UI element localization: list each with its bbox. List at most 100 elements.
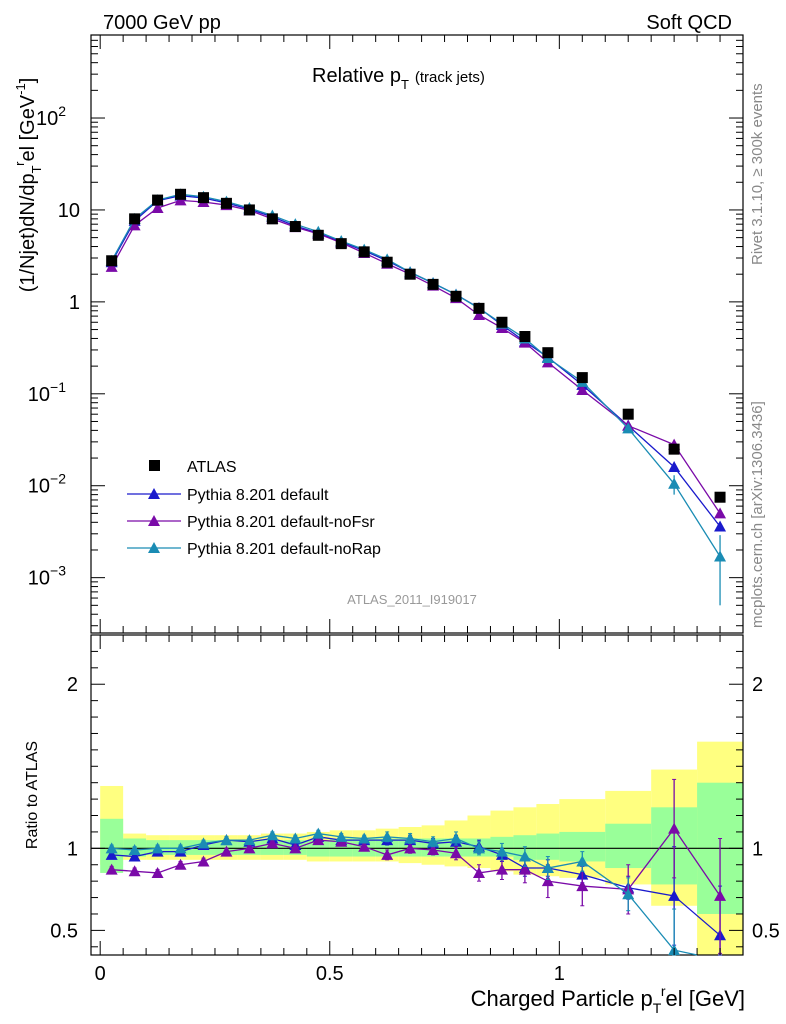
legend-marker-atlas	[149, 460, 160, 471]
ratio-point-noFsr	[714, 889, 727, 901]
point-atlas	[312, 229, 324, 241]
ratio-point-noRap	[541, 862, 554, 874]
main-y-axis-label: (1/Njet)dN/dpTrel [GeV-1]	[12, 78, 44, 293]
point-noFsr	[174, 194, 187, 206]
legend-label: Pythia 8.201 default-noFsr	[187, 514, 375, 531]
x-axis: 0 0.5 1	[95, 35, 744, 985]
point-atlas	[404, 268, 416, 280]
legend-marker-noRap	[148, 542, 160, 553]
ratio-y-tick-label-right: 0.5	[752, 920, 780, 942]
legend: ATLAS Pythia 8.201 default Pythia 8.201 de…	[127, 459, 381, 558]
ratio-point-noRap	[450, 832, 463, 844]
point-default	[714, 520, 727, 532]
ratio-point-noFsr	[427, 843, 440, 855]
ratio-y-tick-label-right: 2	[752, 674, 763, 696]
ratio-point-noFsr	[243, 842, 256, 854]
point-atlas	[473, 302, 485, 314]
band-green	[605, 823, 652, 869]
ratio-point-noRap	[404, 832, 417, 844]
ratio-point-noRap	[289, 832, 302, 844]
main-y-ticks: 10−3 10−2 10−1 1 10 102	[28, 34, 743, 627]
point-atlas	[576, 372, 588, 384]
ratio-point-noRap	[128, 843, 141, 855]
point-atlas	[519, 331, 531, 343]
ratio-point-noRap	[622, 888, 635, 900]
ratio-plot-panel: 0.5 0.5 1 1 2 2	[50, 634, 780, 956]
ratio-point-noFsr	[404, 842, 417, 854]
legend-marker-default	[148, 488, 160, 499]
point-noFsr	[128, 219, 141, 231]
analysis-id: ATLAS_2011_I919017	[347, 592, 477, 607]
ratio-point-noFsr	[151, 866, 164, 878]
y-tick-label: 10−3	[28, 563, 66, 590]
ratio-line-noFsr	[111, 827, 721, 897]
ratio-point-noFsr	[518, 863, 531, 875]
ratio-point-noFsr	[266, 837, 279, 849]
point-atlas	[197, 192, 209, 204]
ratio-point-noFsr	[289, 842, 302, 854]
point-noRap	[622, 422, 635, 434]
ratio-point-noRap	[358, 832, 371, 844]
main-plot-frame	[90, 34, 744, 634]
band-green	[375, 838, 399, 857]
header-right: Soft QCD	[646, 12, 732, 34]
main-plot-panel: 10−3 10−2 10−1 1 10 102 Relative pT (track jet…	[28, 34, 744, 634]
x-tick-label: 0.5	[316, 963, 344, 985]
ratio-line-noRap	[111, 832, 698, 956]
point-atlas	[152, 194, 164, 206]
ratio-point-noRap	[427, 835, 440, 847]
ratio-point-noFsr	[197, 855, 210, 867]
ratio-point-default	[668, 889, 681, 901]
point-atlas	[450, 290, 462, 302]
ratio-point-noFsr	[450, 847, 463, 859]
legend-label: ATLAS	[187, 459, 237, 476]
ratio-point-noRap	[335, 830, 348, 842]
y-tick-label: 10−2	[28, 471, 66, 498]
ratio-point-noRap	[576, 855, 589, 867]
point-atlas	[381, 256, 393, 268]
ratio-point-noFsr	[312, 834, 325, 846]
ratio-point-noFsr	[576, 880, 589, 892]
point-atlas	[220, 197, 232, 209]
ratio-point-noFsr	[668, 822, 681, 834]
ratio-point-noRap	[243, 834, 256, 846]
ratio-point-noFsr	[472, 866, 485, 878]
point-atlas	[335, 238, 347, 250]
ratio-series-layer	[105, 778, 727, 956]
point-atlas	[129, 213, 141, 225]
ratio-y-ticks: 0.5 0.5 1 1 2 2	[50, 650, 780, 948]
legend-label: Pythia 8.201 default	[187, 487, 329, 504]
ratio-plot-frame	[90, 634, 744, 956]
point-atlas	[289, 221, 301, 233]
point-atlas	[622, 408, 634, 420]
ratio-point-noFsr	[220, 845, 233, 857]
point-atlas	[542, 347, 554, 359]
point-atlas	[243, 204, 255, 216]
point-atlas	[175, 188, 187, 200]
point-atlas	[668, 443, 680, 455]
main-series-layer	[105, 188, 727, 606]
ratio-point-noRap	[312, 827, 325, 839]
side-label-mcplots: mcplots.cern.ch [arXiv:1306.3436]	[749, 401, 766, 628]
main-title: Relative pT (track jets)	[312, 65, 485, 92]
ratio-point-default	[105, 848, 118, 860]
point-atlas	[358, 246, 370, 258]
point-default	[668, 460, 681, 472]
y-tick-label: 1	[69, 292, 80, 314]
ratio-point-noRap	[518, 850, 531, 862]
ratio-y-tick-label: 1	[67, 838, 78, 860]
ratio-point-noRap	[472, 842, 485, 854]
ratio-point-noFsr	[105, 863, 118, 875]
ratio-point-noRap	[266, 829, 279, 841]
ratio-point-noRap	[495, 845, 508, 857]
ratio-y-tick-label: 0.5	[50, 920, 78, 942]
point-noFsr	[472, 308, 485, 320]
x-axis-label: Charged Particle pTrel [GeV]	[471, 983, 745, 1016]
point-noFsr	[151, 201, 164, 213]
ratio-point-noRap	[105, 842, 118, 854]
ratio-point-noFsr	[358, 840, 371, 852]
point-atlas	[714, 491, 726, 503]
header-left: 7000 GeV pp	[103, 12, 221, 34]
ratio-point-noRap	[174, 842, 187, 854]
